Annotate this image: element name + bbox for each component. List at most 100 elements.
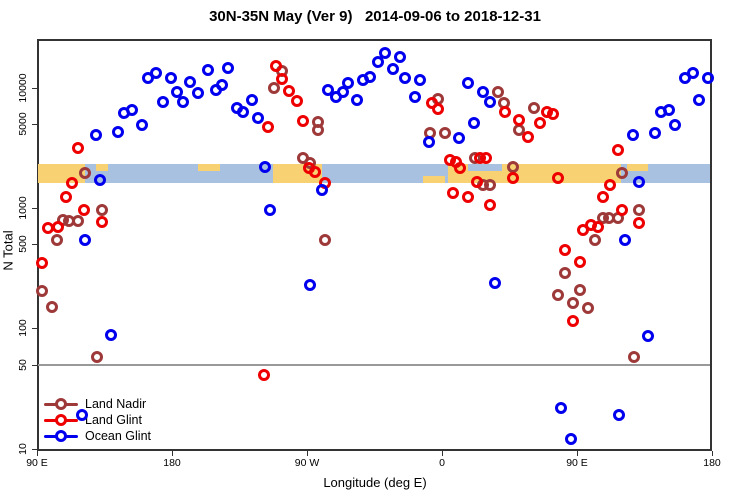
scatter-point-ocean-glint [202, 63, 214, 76]
scatter-point-ocean-glint [371, 55, 384, 68]
y-axis-tick [32, 244, 37, 246]
scatter-point-ocean-glint [626, 129, 639, 142]
legend: Land Nadir Land Glint Ocean Glint [44, 396, 151, 444]
x-tick-label: 90 E [26, 457, 48, 469]
scatter-point-ocean-glint [484, 96, 496, 108]
y-tick-label: 5000 [17, 112, 29, 136]
scatter-point-ocean-glint [304, 278, 316, 291]
scatter-point-ocean-glint [112, 126, 124, 138]
y-axis-tick [32, 124, 37, 125]
scatter-point-land-glint [512, 113, 525, 126]
scatter-point-land-nadir [268, 82, 280, 95]
scatter-point-land-glint [446, 186, 459, 199]
scatter-point-land-glint [262, 121, 274, 134]
scatter-point-ocean-glint [613, 409, 625, 422]
x-axis-tick [712, 451, 713, 456]
scatter-point-ocean-glint [409, 90, 421, 103]
scatter-point-ocean-glint [184, 75, 196, 88]
scatter-point-ocean-glint [386, 63, 399, 76]
scatter-point-land-glint [290, 95, 303, 108]
scatter-point-ocean-glint [467, 117, 480, 130]
scatter-point-land-glint [499, 105, 511, 118]
scatter-point-land-nadir [319, 233, 331, 246]
scatter-point-land-nadir [527, 102, 540, 115]
legend-item-land-glint: Land Glint [44, 412, 151, 428]
legend-label: Land Glint [85, 413, 142, 427]
scatter-point-ocean-glint [316, 183, 328, 196]
scatter-point-land-nadir [559, 266, 571, 279]
scatter-point-ocean-glint [379, 46, 391, 59]
scatter-point-land-glint [521, 130, 534, 143]
scatter-point-ocean-glint [215, 78, 228, 91]
scatter-point-ocean-glint [632, 175, 645, 188]
x-tick-label: 90 E [566, 457, 588, 469]
scatter-point-land-nadir [491, 85, 504, 98]
x-axis-tick [37, 451, 38, 456]
scatter-point-land-glint [470, 175, 483, 188]
scatter-point-ocean-glint [488, 277, 501, 290]
y-tick-label: 50 [17, 358, 29, 371]
legend-item-ocean-glint: Ocean Glint [44, 428, 151, 444]
scatter-point-land-nadir [581, 301, 594, 314]
scatter-point-land-glint [308, 165, 321, 178]
scatter-point-land-glint [547, 108, 559, 121]
scatter-point-land-glint [551, 171, 564, 184]
scatter-point-ocean-glint [251, 111, 264, 124]
scatter-point-ocean-glint [236, 105, 249, 118]
band-patch-ocean [467, 164, 502, 171]
scatter-point-land-glint [596, 190, 609, 203]
x-axis-tick [307, 451, 308, 456]
scatter-point-ocean-glint [136, 118, 148, 131]
scatter-point-ocean-glint [692, 93, 705, 106]
y-tick-label: 10 [17, 442, 29, 455]
band-segment-ocean [85, 164, 273, 183]
scatter-point-land-glint [269, 59, 282, 72]
scatter-point-land-nadir [50, 233, 63, 246]
scatter-point-land-glint [77, 203, 90, 216]
y-tick-label: 500 [17, 235, 29, 254]
land-glint-marker-icon [44, 414, 78, 426]
scatter-point-land-glint [35, 256, 48, 269]
scatter-point-ocean-glint [337, 85, 349, 98]
scatter-point-land-glint [604, 178, 616, 191]
scatter-point-land-glint [559, 243, 571, 256]
scatter-point-land-nadir [506, 161, 519, 174]
scatter-point-land-nadir [484, 178, 496, 191]
scatter-point-ocean-glint [350, 93, 363, 106]
y-tick-label: 10000 [17, 73, 29, 103]
scatter-point-land-glint [283, 85, 295, 98]
scatter-point-land-glint [461, 190, 474, 203]
legend-item-land-nadir: Land Nadir [44, 396, 151, 412]
scatter-point-land-glint [592, 220, 604, 233]
scatter-point-land-glint [577, 223, 589, 236]
scatter-point-ocean-glint [649, 126, 661, 139]
scatter-point-ocean-glint [76, 409, 88, 422]
scatter-point-ocean-glint [170, 85, 183, 98]
scatter-point-land-glint [52, 221, 64, 234]
scatter-point-land-glint [59, 190, 72, 203]
scatter-point-ocean-glint [619, 233, 631, 246]
land-ocean-band [38, 164, 710, 183]
band-segment-ocean [322, 164, 448, 183]
reference-line-n50 [38, 363, 710, 366]
scatter-point-ocean-glint [394, 51, 406, 64]
legend-label: Ocean Glint [85, 429, 152, 443]
scatter-point-ocean-glint [565, 433, 577, 446]
scatter-point-ocean-glint [554, 401, 567, 414]
x-tick-label: 0 [439, 457, 445, 469]
y-axis-label: N Total [0, 230, 16, 271]
scatter-point-ocean-glint [89, 129, 102, 142]
scatter-point-land-nadir [589, 233, 601, 246]
scatter-point-land-nadir [35, 284, 48, 297]
scatter-point-ocean-glint [157, 96, 169, 108]
scatter-point-ocean-glint [79, 233, 91, 246]
scatter-point-ocean-glint [259, 161, 271, 174]
scatter-point-ocean-glint [176, 96, 189, 108]
scatter-point-ocean-glint [668, 118, 681, 131]
x-axis-tick [577, 451, 578, 456]
scatter-point-ocean-glint [662, 104, 675, 117]
scatter-point-land-nadir [311, 123, 324, 136]
scatter-point-land-glint [632, 216, 645, 229]
scatter-point-land-nadir [71, 215, 84, 228]
